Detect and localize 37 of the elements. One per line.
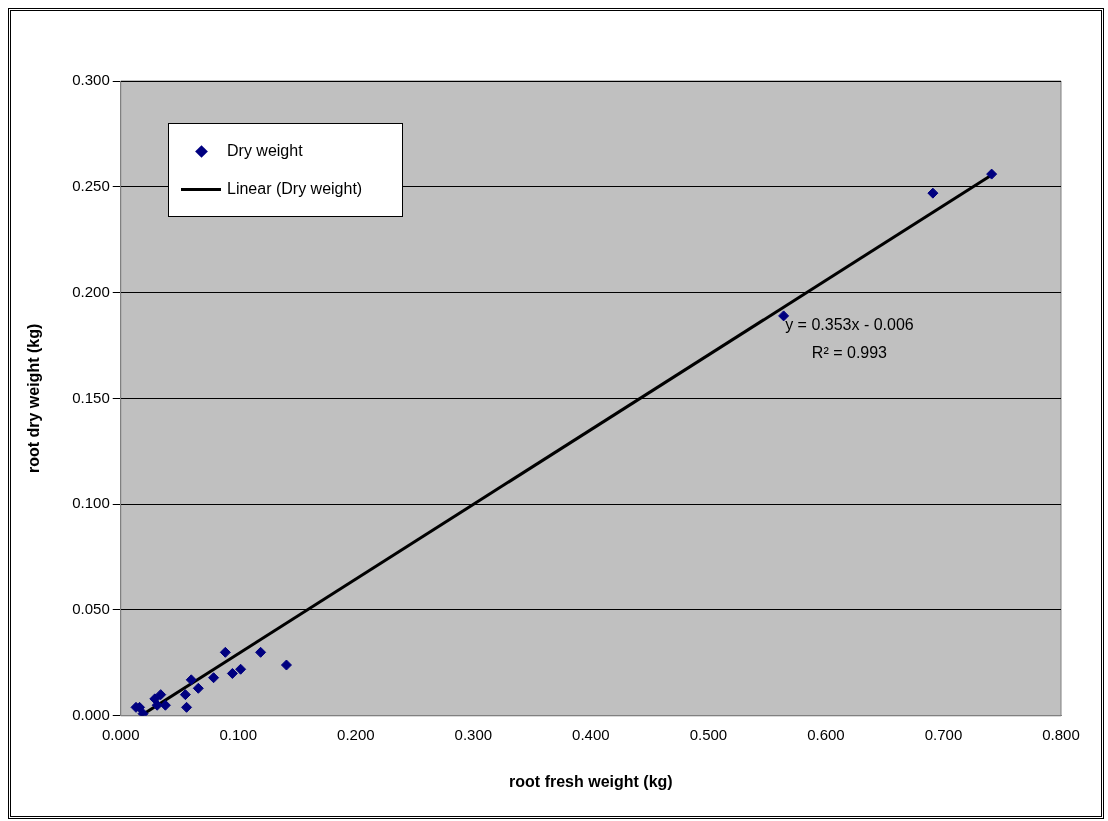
x-tick-label: 0.500 — [689, 725, 728, 743]
point — [226, 667, 238, 679]
point — [155, 689, 167, 701]
legend-label: Linear (Dry weight) — [227, 180, 363, 198]
x-tick-label: 0.000 — [101, 725, 140, 743]
point — [927, 187, 939, 199]
x-axis-title: root fresh weight (kg) — [509, 772, 673, 790]
point — [219, 646, 231, 658]
point — [280, 659, 292, 671]
y-tick-label: 0.100 — [72, 494, 110, 512]
x-tick-label: 0.700 — [924, 725, 963, 743]
y-tick-label: 0.050 — [72, 600, 110, 618]
annotation: R² = 0.993 — [811, 343, 888, 361]
x-tick-label: 0.200 — [337, 725, 375, 743]
point — [235, 663, 247, 675]
x-tick-label: 0.100 — [219, 725, 258, 743]
point — [181, 701, 193, 713]
x-tick-label: 0.300 — [454, 725, 493, 743]
annotation: y = 0.353x - 0.006 — [785, 315, 914, 333]
x-tick-label: 0.800 — [1042, 725, 1080, 743]
y-tick-label: 0.200 — [72, 282, 110, 300]
point — [778, 310, 790, 322]
point — [179, 689, 191, 701]
point — [192, 682, 204, 694]
point — [151, 699, 163, 711]
y-tick-label: 0.000 — [72, 705, 110, 723]
x-tick-label: 0.600 — [807, 725, 845, 743]
x-tick-label: 0.400 — [572, 725, 610, 743]
y-axis-title: root dry weight (kg) — [25, 323, 43, 474]
point — [255, 646, 267, 658]
y-tick-label: 0.250 — [72, 176, 110, 194]
legend-label: Dry weight — [227, 142, 303, 160]
point — [986, 168, 998, 180]
point — [185, 674, 197, 686]
y-tick-label: 0.150 — [72, 388, 110, 406]
y-tick-label: 0.300 — [72, 71, 110, 89]
point — [208, 672, 220, 684]
